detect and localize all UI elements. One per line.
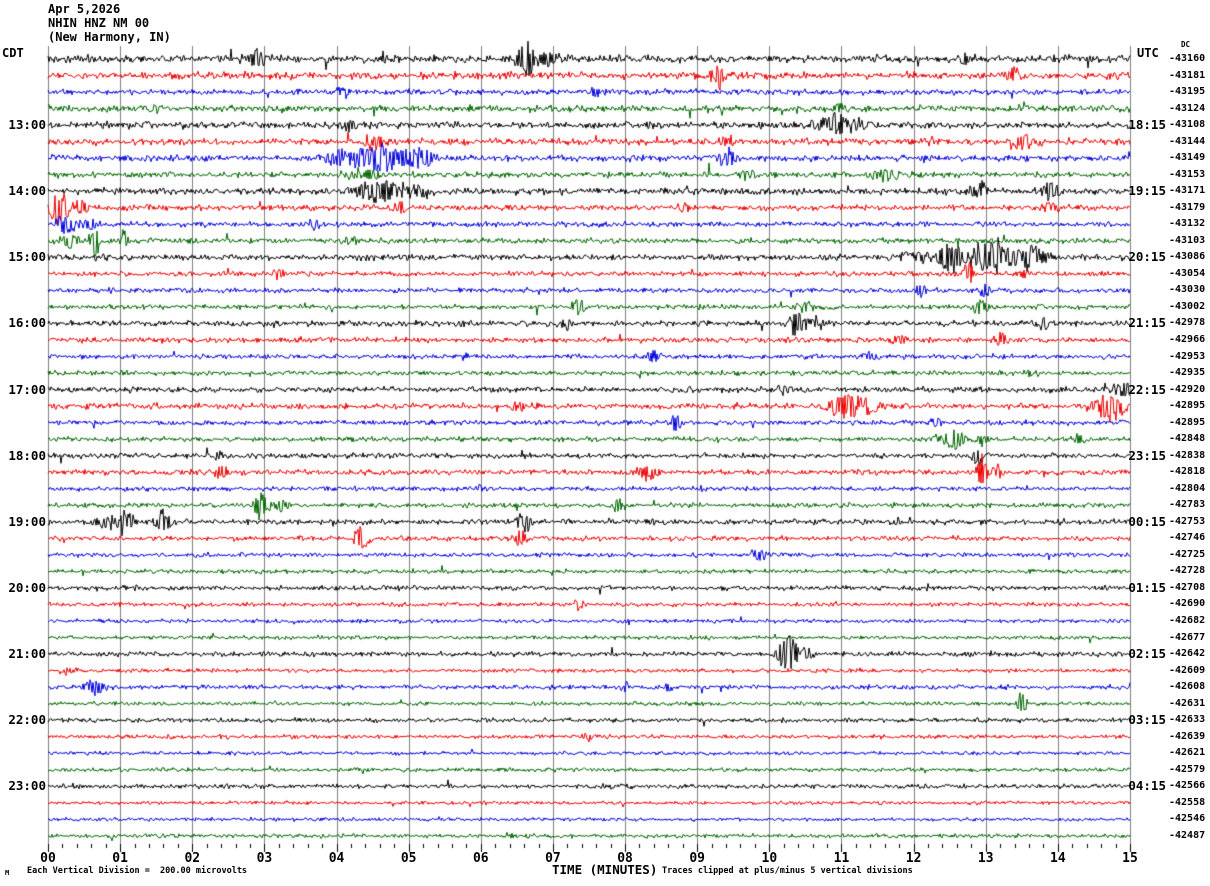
cdt-hour-label: 20:00 xyxy=(8,579,46,595)
cdt-hour-label: 13:00 xyxy=(8,117,46,133)
x-tick-label: 14 xyxy=(1050,851,1066,866)
x-tick-label: 04 xyxy=(328,851,345,866)
utc-hour-label: 19:15 xyxy=(1128,183,1166,199)
dc-offset-value: -42487 xyxy=(1169,829,1206,841)
cdt-hour-label: 18:00 xyxy=(8,447,46,463)
dc-offset-value: -42633 xyxy=(1169,714,1206,726)
dc-offset-value: -42818 xyxy=(1169,466,1206,478)
left-timezone-label: CDT xyxy=(2,46,24,60)
dc-offset-value: -42677 xyxy=(1169,631,1206,643)
dc-offset-value: -43103 xyxy=(1169,234,1206,246)
cdt-hour-label: 17:00 xyxy=(8,381,46,397)
x-tick-label: 03 xyxy=(256,851,273,866)
plot-header: Apr 5,2026 NHIN HNZ NM 00 (New Harmony, … xyxy=(48,2,171,44)
dc-offset-value: -43132 xyxy=(1169,218,1206,230)
dc-offset-value: -42895 xyxy=(1169,416,1206,428)
utc-hour-label: 18:15 xyxy=(1128,117,1166,133)
header-date: Apr 5,2026 xyxy=(48,2,121,16)
utc-hour-label: 23:15 xyxy=(1128,447,1166,463)
dc-offset-value: -42546 xyxy=(1169,813,1206,825)
x-tick-label: 12 xyxy=(905,851,922,866)
dc-offset-value: -42978 xyxy=(1169,317,1206,329)
utc-hour-label: 20:15 xyxy=(1128,249,1166,265)
dc-offset-value: -42783 xyxy=(1169,499,1206,511)
dc-offset-value: -42920 xyxy=(1169,383,1206,395)
x-tick-label: 01 xyxy=(112,851,128,866)
cdt-hour-label: 19:00 xyxy=(8,513,46,529)
dc-offset-value: -43153 xyxy=(1169,168,1206,180)
dc-offset-value: -43149 xyxy=(1169,152,1206,164)
dc-offset-value: -43086 xyxy=(1169,251,1206,263)
dc-offset-value: -42838 xyxy=(1169,449,1206,461)
cdt-hour-label: 14:00 xyxy=(8,183,46,199)
dc-offset-value: -42848 xyxy=(1169,433,1206,445)
utc-hour-label: 22:15 xyxy=(1128,381,1166,397)
utc-hour-label: 21:15 xyxy=(1128,315,1166,331)
x-tick-label: 05 xyxy=(400,851,417,866)
corner-mark: M xyxy=(5,869,10,877)
dc-offset-value: -43002 xyxy=(1169,300,1206,312)
cdt-hour-label: 22:00 xyxy=(8,712,46,728)
dc-offset-value: -42608 xyxy=(1169,681,1206,693)
cdt-hour-label: 21:00 xyxy=(8,646,46,662)
dc-offset-value: -42566 xyxy=(1169,780,1206,792)
dc-offset-value: -43144 xyxy=(1169,135,1206,147)
header-station-location: (New Harmony, IN) xyxy=(48,30,171,44)
x-tick-label: 11 xyxy=(833,851,850,866)
x-tick-label: 06 xyxy=(472,851,489,866)
dc-offset-value: -42753 xyxy=(1169,515,1206,527)
x-tick-label: 13 xyxy=(977,851,994,866)
dc-offset-value: -42746 xyxy=(1169,532,1206,544)
dc-offset-value: -42895 xyxy=(1169,400,1206,412)
dc-offset-value: -43124 xyxy=(1169,102,1206,114)
dc-offset-value: -43054 xyxy=(1169,267,1206,279)
dc-offset-value: -43179 xyxy=(1169,201,1206,213)
dc-offset-value: -42579 xyxy=(1169,763,1206,775)
utc-hour-label: 01:15 xyxy=(1128,579,1166,595)
dc-offset-value: -42639 xyxy=(1169,730,1206,742)
dc-offset-value: -42728 xyxy=(1169,565,1206,577)
dc-offset-value: -42609 xyxy=(1169,664,1206,676)
x-tick-label: 00 xyxy=(40,851,56,866)
dc-offset-value: -42558 xyxy=(1169,796,1206,808)
dc-offset-value: -43195 xyxy=(1169,86,1206,98)
dc-offset-value: -42804 xyxy=(1169,482,1206,494)
dc-offset-value: -42966 xyxy=(1169,334,1206,345)
dc-offset-value: -43160 xyxy=(1169,53,1206,64)
dc-offset-value: -43108 xyxy=(1169,119,1206,131)
dc-offset-value: -42642 xyxy=(1169,648,1206,660)
utc-hour-label: 00:15 xyxy=(1128,513,1166,529)
dc-offset-value: -42690 xyxy=(1169,598,1206,610)
dc-offset-value: -42621 xyxy=(1169,747,1206,759)
dc-offset-value: -42682 xyxy=(1169,615,1206,627)
x-tick-label: 09 xyxy=(689,851,706,866)
dc-offset-value: -42953 xyxy=(1169,350,1206,362)
clip-note: Traces clipped at plus/minus 5 vertical … xyxy=(662,866,913,876)
x-tick-label: 02 xyxy=(184,851,201,866)
utc-hour-label: 04:15 xyxy=(1128,778,1166,794)
x-tick-label: 08 xyxy=(617,851,633,866)
cdt-hour-label: 15:00 xyxy=(8,249,46,265)
dc-offset-value: -43171 xyxy=(1169,185,1206,197)
right-timezone-label: UTC xyxy=(1137,46,1159,60)
header-station-code: NHIN HNZ NM 00 xyxy=(48,16,150,30)
x-tick-label: 15 xyxy=(1122,851,1138,866)
dc-offset-value: -43181 xyxy=(1169,69,1206,81)
dc-offset-value: -42935 xyxy=(1169,367,1206,379)
cdt-hour-label: 23:00 xyxy=(8,778,46,794)
dc-offset-value: -43030 xyxy=(1169,284,1206,296)
dc-offset-value: -42631 xyxy=(1169,697,1206,709)
dc-column-label: DC xyxy=(1181,40,1191,49)
utc-hour-label: 02:15 xyxy=(1128,646,1166,662)
x-tick-label: 07 xyxy=(545,851,561,866)
x-tick-label: 10 xyxy=(761,851,778,866)
dc-offset-value: -42725 xyxy=(1169,548,1206,560)
x-axis-title: TIME (MINUTES) xyxy=(552,862,658,877)
vertical-scale-note: Each Vertical Division = 200.00 microvol… xyxy=(27,866,248,876)
dc-offset-value: -42708 xyxy=(1169,581,1206,593)
cdt-hour-label: 16:00 xyxy=(8,315,46,331)
utc-hour-label: 03:15 xyxy=(1128,712,1166,728)
